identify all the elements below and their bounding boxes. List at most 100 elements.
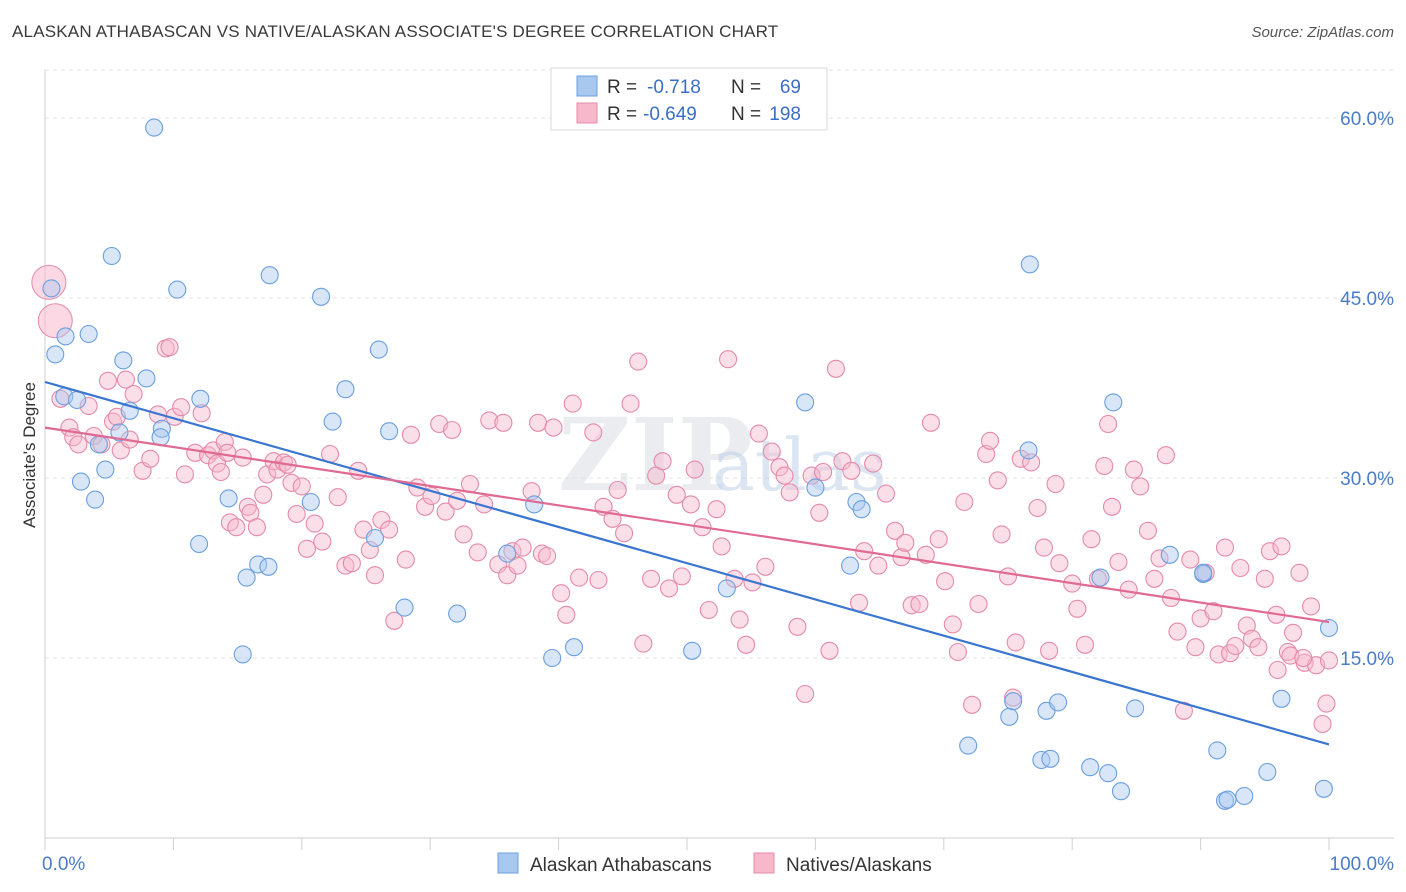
- point-natives: [681, 495, 700, 514]
- point-natives: [788, 617, 807, 636]
- point-natives: [365, 566, 385, 585]
- point-natives: [916, 545, 935, 564]
- legend-r-label-athabascan: R =: [607, 77, 637, 98]
- legend: R = -0.718 N = 69 R = -0.649 N = 198: [550, 67, 828, 131]
- point-natives: [160, 338, 179, 357]
- point-natives: [885, 521, 905, 540]
- point-athabascan: [564, 638, 584, 657]
- point-natives: [254, 485, 273, 504]
- point-natives: [529, 413, 548, 432]
- point-athabascan: [168, 280, 187, 299]
- point-natives: [1260, 542, 1279, 561]
- point-natives: [1022, 453, 1041, 472]
- point-natives: [1138, 521, 1158, 540]
- point-natives: [992, 525, 1011, 544]
- point-natives: [313, 532, 332, 551]
- point-athabascan: [1049, 693, 1068, 712]
- point-natives: [1283, 623, 1303, 642]
- point-athabascan: [1126, 699, 1145, 718]
- point-natives: [227, 518, 246, 537]
- point-natives: [1268, 660, 1287, 680]
- point-natives: [1272, 537, 1291, 556]
- point-natives: [634, 634, 653, 653]
- legend-n-label-athabascan: N =: [731, 77, 761, 98]
- y-tick-label: 45.0%: [1340, 289, 1394, 310]
- point-natives: [218, 443, 237, 462]
- y-tick-label: 15.0%: [1340, 649, 1394, 670]
- y-axis-label: Associate's Degree: [20, 382, 39, 528]
- point-natives: [1294, 648, 1313, 668]
- point-natives: [796, 684, 815, 704]
- point-athabascan: [1091, 568, 1110, 587]
- point-athabascan: [717, 579, 736, 598]
- point-natives: [1102, 497, 1122, 516]
- point-natives: [508, 556, 527, 575]
- point-natives: [1186, 638, 1205, 657]
- point-natives: [1075, 635, 1095, 654]
- point-athabascan: [312, 287, 331, 306]
- point-natives-large: [31, 264, 67, 300]
- point-athabascan: [102, 246, 121, 266]
- point-natives: [756, 557, 775, 576]
- point-natives: [1082, 530, 1101, 549]
- point-natives: [1119, 580, 1138, 599]
- point-athabascan: [1004, 692, 1023, 711]
- point-natives: [737, 635, 756, 654]
- point-natives: [247, 518, 266, 537]
- point-natives: [442, 420, 462, 440]
- point-athabascan: [1272, 689, 1291, 708]
- point-athabascan: [145, 118, 164, 137]
- point-athabascan: [190, 534, 209, 554]
- point-athabascan: [79, 324, 98, 344]
- point-athabascan: [46, 345, 65, 364]
- point-natives: [172, 398, 191, 417]
- point-natives: [416, 497, 435, 516]
- point-athabascan: [852, 500, 871, 519]
- point-athabascan: [543, 648, 562, 668]
- chart-title: ALASKAN ATHABASCAN VS NATIVE/ALASKAN ASS…: [12, 22, 779, 41]
- point-athabascan: [1319, 618, 1339, 638]
- point-natives: [342, 554, 361, 573]
- point-athabascan: [796, 393, 815, 412]
- point-natives: [1050, 554, 1069, 573]
- point-natives: [629, 352, 648, 371]
- point-natives: [360, 540, 379, 560]
- point-natives: [1209, 645, 1228, 664]
- legend-n-value-athabascan: 69: [780, 77, 801, 98]
- point-natives: [380, 520, 399, 539]
- point-athabascan: [336, 380, 355, 399]
- point-athabascan: [380, 422, 399, 441]
- point-natives: [1006, 633, 1025, 652]
- point-natives: [385, 611, 404, 630]
- point-athabascan: [365, 528, 385, 548]
- point-natives: [1156, 446, 1175, 465]
- point-natives: [1301, 597, 1321, 616]
- point-athabascan: [301, 492, 320, 512]
- point-natives: [943, 615, 962, 634]
- point-athabascan: [369, 340, 388, 359]
- point-athabascan: [1208, 741, 1227, 760]
- x-tick-label: 100.0%: [1330, 854, 1395, 875]
- point-natives: [929, 530, 948, 549]
- point-natives: [850, 593, 869, 612]
- point-natives: [641, 569, 661, 588]
- point-natives: [287, 504, 306, 524]
- point-natives: [969, 594, 988, 614]
- point-natives: [537, 546, 557, 566]
- point-natives: [814, 462, 833, 482]
- point-athabascan: [219, 489, 238, 508]
- point-athabascan: [1019, 441, 1038, 460]
- watermark-zip: ZIP: [558, 396, 753, 514]
- point-natives: [936, 572, 955, 591]
- point-natives: [896, 533, 915, 552]
- point-natives: [372, 510, 391, 530]
- legend-n-label-natives: N =: [731, 104, 761, 125]
- point-athabascan: [110, 423, 129, 442]
- watermark: ZIP atlas: [558, 396, 887, 514]
- point-athabascan: [1020, 255, 1039, 274]
- point-natives: [544, 418, 563, 437]
- bottom-legend-swatch-athabascan: [497, 852, 519, 874]
- point-athabascan: [1235, 786, 1254, 806]
- bottom-legend-label-natives: Natives/Alaskans: [786, 855, 932, 876]
- point-athabascan: [806, 478, 825, 497]
